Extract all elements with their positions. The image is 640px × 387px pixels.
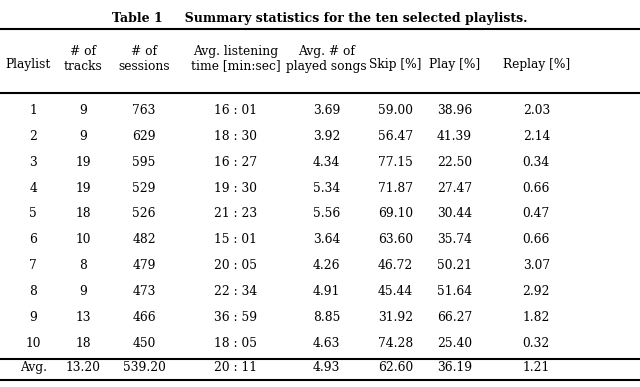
Text: # of
sessions: # of sessions [118,45,170,72]
Text: 18 : 05: 18 : 05 [214,337,257,349]
Text: 529: 529 [132,182,156,195]
Text: 0.66: 0.66 [523,182,550,195]
Text: 2.92: 2.92 [523,285,550,298]
Text: 19: 19 [76,182,91,195]
Text: 71.87: 71.87 [378,182,413,195]
Text: 9: 9 [79,130,87,143]
Text: 13: 13 [76,311,91,324]
Text: 2: 2 [29,130,37,143]
Text: 1.82: 1.82 [523,311,550,324]
Text: 8.85: 8.85 [313,311,340,324]
Text: 30.44: 30.44 [437,207,472,220]
Text: 50.21: 50.21 [437,259,472,272]
Text: 62.60: 62.60 [378,361,413,374]
Text: 4: 4 [29,182,37,195]
Text: 4.63: 4.63 [313,337,340,349]
Text: 74.28: 74.28 [378,337,413,349]
Text: Avg. # of
played songs: Avg. # of played songs [286,45,367,72]
Text: 45.44: 45.44 [378,285,413,298]
Text: 51.64: 51.64 [437,285,472,298]
Text: 1.21: 1.21 [523,361,550,374]
Text: 36 : 59: 36 : 59 [214,311,257,324]
Text: 21 : 23: 21 : 23 [214,207,257,220]
Text: 3.07: 3.07 [523,259,550,272]
Text: 482: 482 [132,233,156,246]
Text: 6: 6 [29,233,37,246]
Text: 5.56: 5.56 [313,207,340,220]
Text: 19 : 30: 19 : 30 [214,182,257,195]
Text: 63.60: 63.60 [378,233,413,246]
Text: 41.39: 41.39 [437,130,472,143]
Text: 36.19: 36.19 [437,361,472,374]
Text: 35.74: 35.74 [437,233,472,246]
Text: 56.47: 56.47 [378,130,413,143]
Text: 8: 8 [29,285,37,298]
Text: # of
tracks: # of tracks [64,45,102,72]
Text: 20 : 11: 20 : 11 [214,361,257,374]
Text: 22 : 34: 22 : 34 [214,285,257,298]
Text: 473: 473 [132,285,156,298]
Text: 5: 5 [29,207,37,220]
Text: 0.34: 0.34 [523,156,550,169]
Text: Skip [%]: Skip [%] [369,58,422,71]
Text: 20 : 05: 20 : 05 [214,259,257,272]
Text: 16 : 27: 16 : 27 [214,156,257,169]
Text: Avg.: Avg. [20,361,47,374]
Text: 1: 1 [29,104,37,117]
Text: 66.27: 66.27 [436,311,472,324]
Text: 10: 10 [76,233,91,246]
Text: 526: 526 [132,207,156,220]
Text: 8: 8 [79,259,87,272]
Text: 2.03: 2.03 [523,104,550,117]
Text: 18: 18 [76,207,91,220]
Text: 46.72: 46.72 [378,259,413,272]
Text: 0.47: 0.47 [523,207,550,220]
Text: 3.64: 3.64 [313,233,340,246]
Text: 595: 595 [132,156,156,169]
Text: 69.10: 69.10 [378,207,413,220]
Text: 629: 629 [132,130,156,143]
Text: 4.34: 4.34 [313,156,340,169]
Text: 0.66: 0.66 [523,233,550,246]
Text: 9: 9 [79,104,87,117]
Text: 539.20: 539.20 [123,361,165,374]
Text: 763: 763 [132,104,156,117]
Text: Replay [%]: Replay [%] [503,58,570,71]
Text: 5.34: 5.34 [313,182,340,195]
Text: 3.69: 3.69 [313,104,340,117]
Text: 3: 3 [29,156,37,169]
Text: 0.32: 0.32 [523,337,550,349]
Text: 13.20: 13.20 [66,361,100,374]
Text: 18 : 30: 18 : 30 [214,130,257,143]
Text: 59.00: 59.00 [378,104,413,117]
Text: 450: 450 [132,337,156,349]
Text: 77.15: 77.15 [378,156,413,169]
Text: 4.93: 4.93 [313,361,340,374]
Text: 3.92: 3.92 [313,130,340,143]
Text: 479: 479 [132,259,156,272]
Text: 15 : 01: 15 : 01 [214,233,257,246]
Text: 7: 7 [29,259,37,272]
Text: Table 1     Summary statistics for the ten selected playlists.: Table 1 Summary statistics for the ten s… [112,12,528,26]
Text: 466: 466 [132,311,156,324]
Text: Avg. listening
time [min:sec]: Avg. listening time [min:sec] [191,45,280,72]
Text: 2.14: 2.14 [523,130,550,143]
Text: 4.26: 4.26 [313,259,340,272]
Text: 9: 9 [29,311,37,324]
Text: 4.91: 4.91 [313,285,340,298]
Text: 27.47: 27.47 [437,182,472,195]
Text: Play [%]: Play [%] [429,58,480,71]
Text: 22.50: 22.50 [437,156,472,169]
Text: 38.96: 38.96 [436,104,472,117]
Text: 31.92: 31.92 [378,311,413,324]
Text: 25.40: 25.40 [437,337,472,349]
Text: 16 : 01: 16 : 01 [214,104,257,117]
Text: 19: 19 [76,156,91,169]
Text: 9: 9 [79,285,87,298]
Text: 18: 18 [76,337,91,349]
Text: 10: 10 [26,337,41,349]
Text: Playlist: Playlist [5,58,51,71]
